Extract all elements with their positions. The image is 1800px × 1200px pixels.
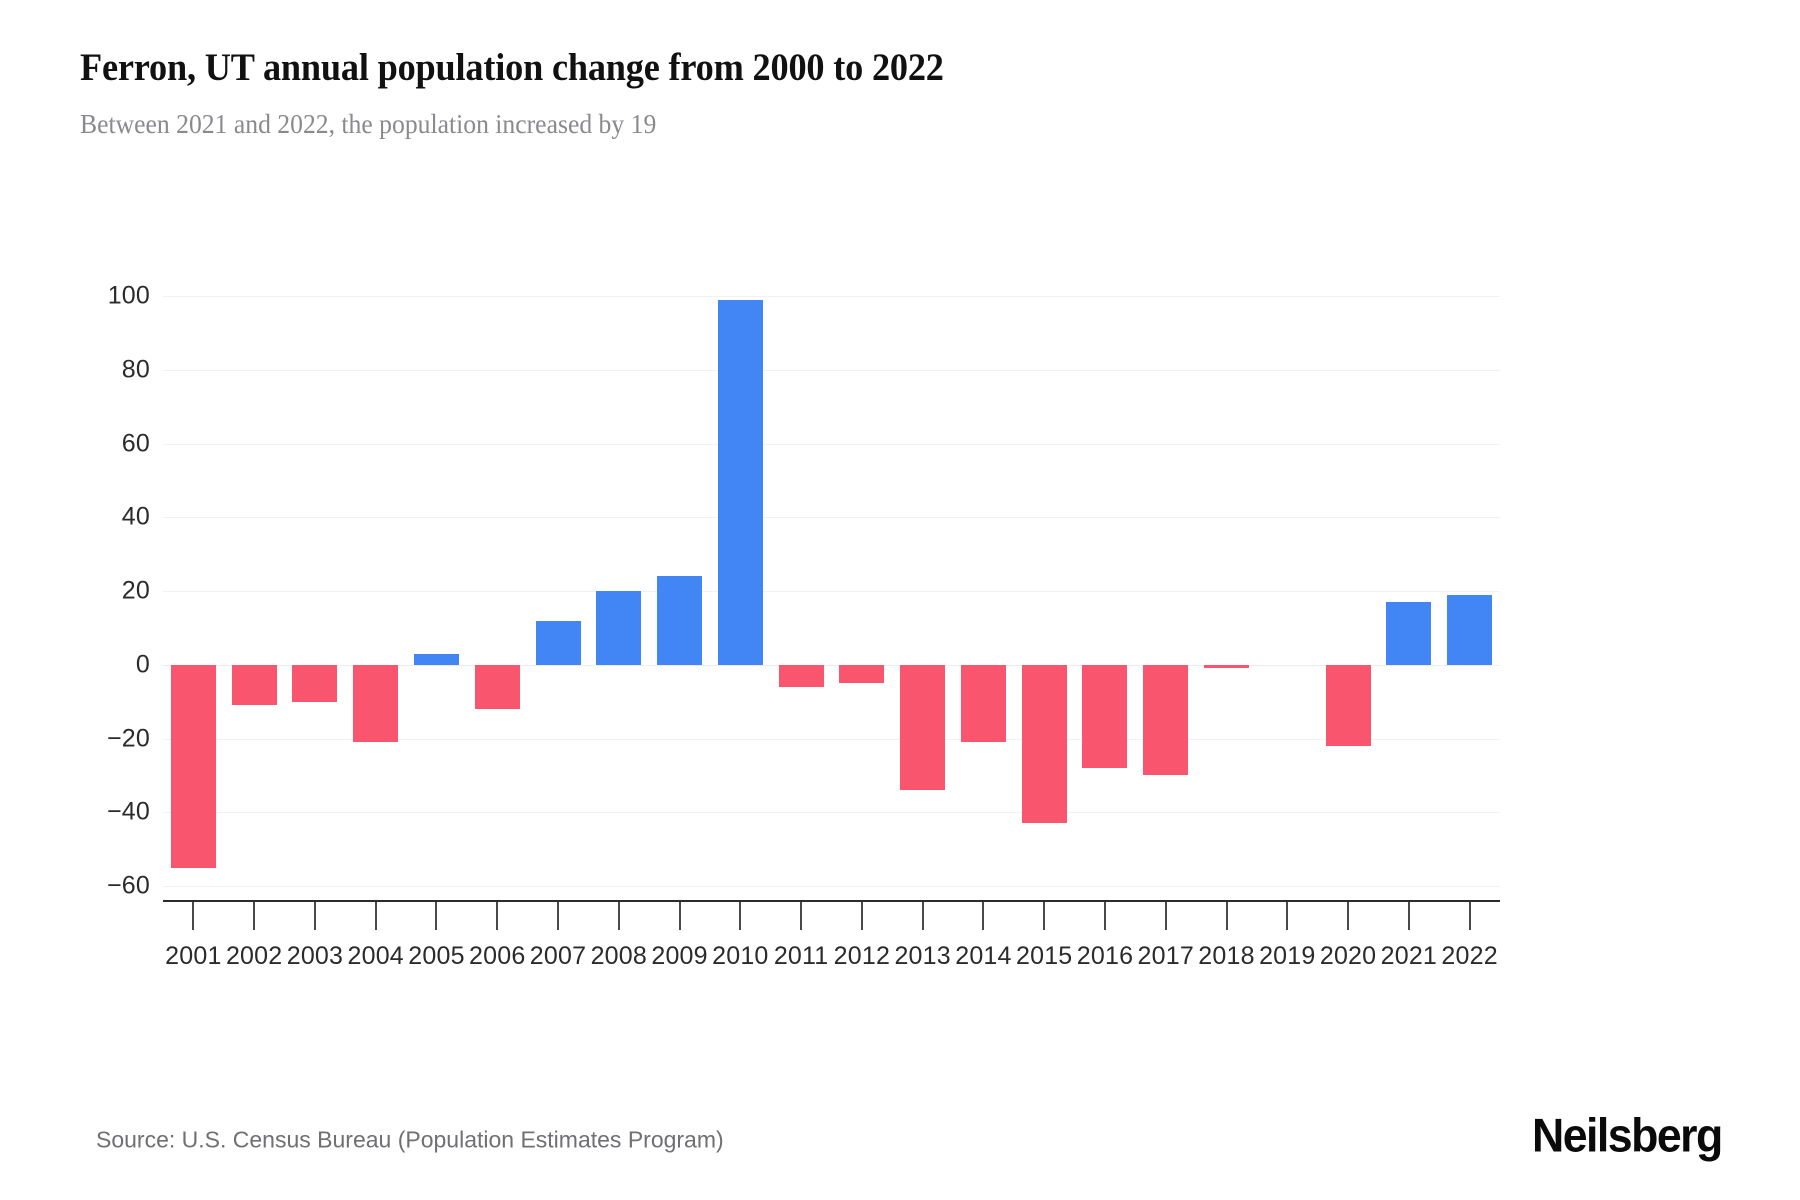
- gridline: [163, 443, 1500, 445]
- x-tick-label-2008: 2008: [590, 942, 647, 970]
- y-tick-label: −20: [106, 724, 150, 752]
- chart-header: Ferron, UT annual population change from…: [80, 46, 1720, 140]
- x-tick-mark: [617, 902, 620, 930]
- x-tick-mark: [1164, 902, 1167, 930]
- y-tick-label: −60: [106, 871, 150, 900]
- x-tick-mark: [921, 902, 924, 930]
- bar-2013[interactable]: [900, 664, 946, 791]
- x-tick-mark: [1225, 902, 1228, 930]
- x-tick-mark: [1103, 902, 1106, 930]
- x-tick-mark: [739, 902, 742, 930]
- y-tick-label: 100: [107, 281, 150, 310]
- bar-2018[interactable]: [1204, 664, 1249, 669]
- x-tick-mark: [1347, 902, 1350, 930]
- x-tick-label-2016: 2016: [1076, 942, 1134, 970]
- x-tick-label-2011: 2011: [773, 942, 829, 970]
- zero-gridline: [163, 664, 1500, 666]
- bar-2011[interactable]: [778, 664, 824, 687]
- chart-subtitle: Between 2021 and 2022, the population in…: [80, 108, 657, 139]
- x-tick-label-2019: 2019: [1259, 942, 1316, 970]
- y-tick-label: 20: [121, 576, 150, 605]
- bar-2003[interactable]: [292, 664, 338, 702]
- bar-2008[interactable]: [596, 591, 642, 665]
- x-tick-mark: [678, 902, 681, 930]
- bar-2017[interactable]: [1143, 664, 1189, 776]
- bar-2006[interactable]: [474, 664, 520, 709]
- y-tick-label: 0: [135, 650, 150, 679]
- x-tick-mark: [435, 902, 438, 930]
- x-tick-mark: [800, 902, 803, 930]
- x-tick-mark: [860, 902, 863, 930]
- bar-2020[interactable]: [1325, 664, 1371, 746]
- bar-2010[interactable]: [717, 299, 763, 665]
- x-tick-mark: [1286, 902, 1289, 930]
- x-tick-label-2003: 2003: [286, 942, 344, 970]
- bar-2021[interactable]: [1386, 602, 1432, 665]
- gridline: [163, 591, 1500, 592]
- x-tick-label-2017: 2017: [1137, 942, 1194, 970]
- y-tick-label: 80: [121, 355, 150, 384]
- x-tick-label-2007: 2007: [529, 942, 587, 970]
- brand-logo: Neilsberg: [1532, 1108, 1723, 1162]
- bar-2012[interactable]: [839, 664, 885, 684]
- gridline: [163, 812, 1500, 814]
- x-tick-mark: [557, 902, 560, 930]
- x-tick-mark: [374, 902, 377, 930]
- x-axis: 2001 2002 2003 2004 2005 2006 2007 2008 2009 2010…: [163, 0, 1500, 1200]
- bar-2002[interactable]: [231, 664, 277, 706]
- gridline: [163, 369, 1500, 371]
- y-tick-label: 40: [121, 502, 150, 531]
- bar-2007[interactable]: [535, 620, 581, 665]
- page-title: Ferron, UT annual population change from…: [80, 46, 944, 89]
- x-axis-line: [163, 900, 1500, 902]
- x-tick-mark: [313, 902, 316, 930]
- x-tick-label-2020: 2020: [1319, 942, 1377, 970]
- x-tick-label-2022: 2022: [1441, 942, 1498, 970]
- bar-2022[interactable]: [1447, 594, 1493, 665]
- x-tick-mark: [982, 902, 985, 930]
- bars-group: [163, 0, 1500, 1200]
- x-tick-label-2012: 2012: [833, 942, 891, 970]
- bar-2014[interactable]: [960, 664, 1006, 743]
- x-tick-label-2001: 2001: [165, 942, 222, 970]
- bar-2001[interactable]: [170, 664, 216, 868]
- y-axis: 100 80 60 40 20 0 −20 −40 −60: [78, 0, 150, 1200]
- x-tick-label-2002: 2002: [225, 942, 283, 970]
- x-tick-label-2006: 2006: [469, 942, 526, 970]
- x-tick-mark: [192, 902, 195, 930]
- x-tick-label-2013: 2013: [894, 942, 951, 970]
- x-tick-label-2021: 2021: [1380, 942, 1438, 970]
- gridline: [163, 517, 1500, 519]
- x-tick-label-2015: 2015: [1015, 942, 1073, 970]
- bar-2004[interactable]: [353, 664, 399, 743]
- x-tick-label-2005: 2005: [408, 942, 465, 970]
- gridline: [163, 296, 1500, 297]
- gridline: [163, 886, 1500, 887]
- y-tick-label: −40: [106, 797, 150, 826]
- gridlines-group: [163, 0, 1500, 1200]
- bar-2005[interactable]: [413, 653, 459, 665]
- x-tick-mark: [1407, 902, 1410, 930]
- x-tick-mark: [1468, 902, 1471, 930]
- x-tick-label-2010: 2010: [712, 942, 769, 970]
- x-tick-mark: [1043, 902, 1046, 930]
- gridline: [163, 738, 1500, 740]
- x-tick-label-2018: 2018: [1198, 942, 1255, 970]
- x-tick-label-2009: 2009: [651, 942, 708, 970]
- bar-2016[interactable]: [1082, 664, 1128, 768]
- x-tick-mark: [496, 902, 499, 930]
- x-tick-label-2004: 2004: [347, 942, 404, 970]
- source-note: Source: U.S. Census Bureau (Population E…: [96, 1126, 724, 1153]
- bar-2015[interactable]: [1021, 664, 1067, 824]
- bar-2009[interactable]: [657, 576, 703, 665]
- y-tick-label: 60: [121, 429, 150, 457]
- x-tick-label-2014: 2014: [955, 942, 1012, 970]
- x-tick-mark: [253, 902, 256, 930]
